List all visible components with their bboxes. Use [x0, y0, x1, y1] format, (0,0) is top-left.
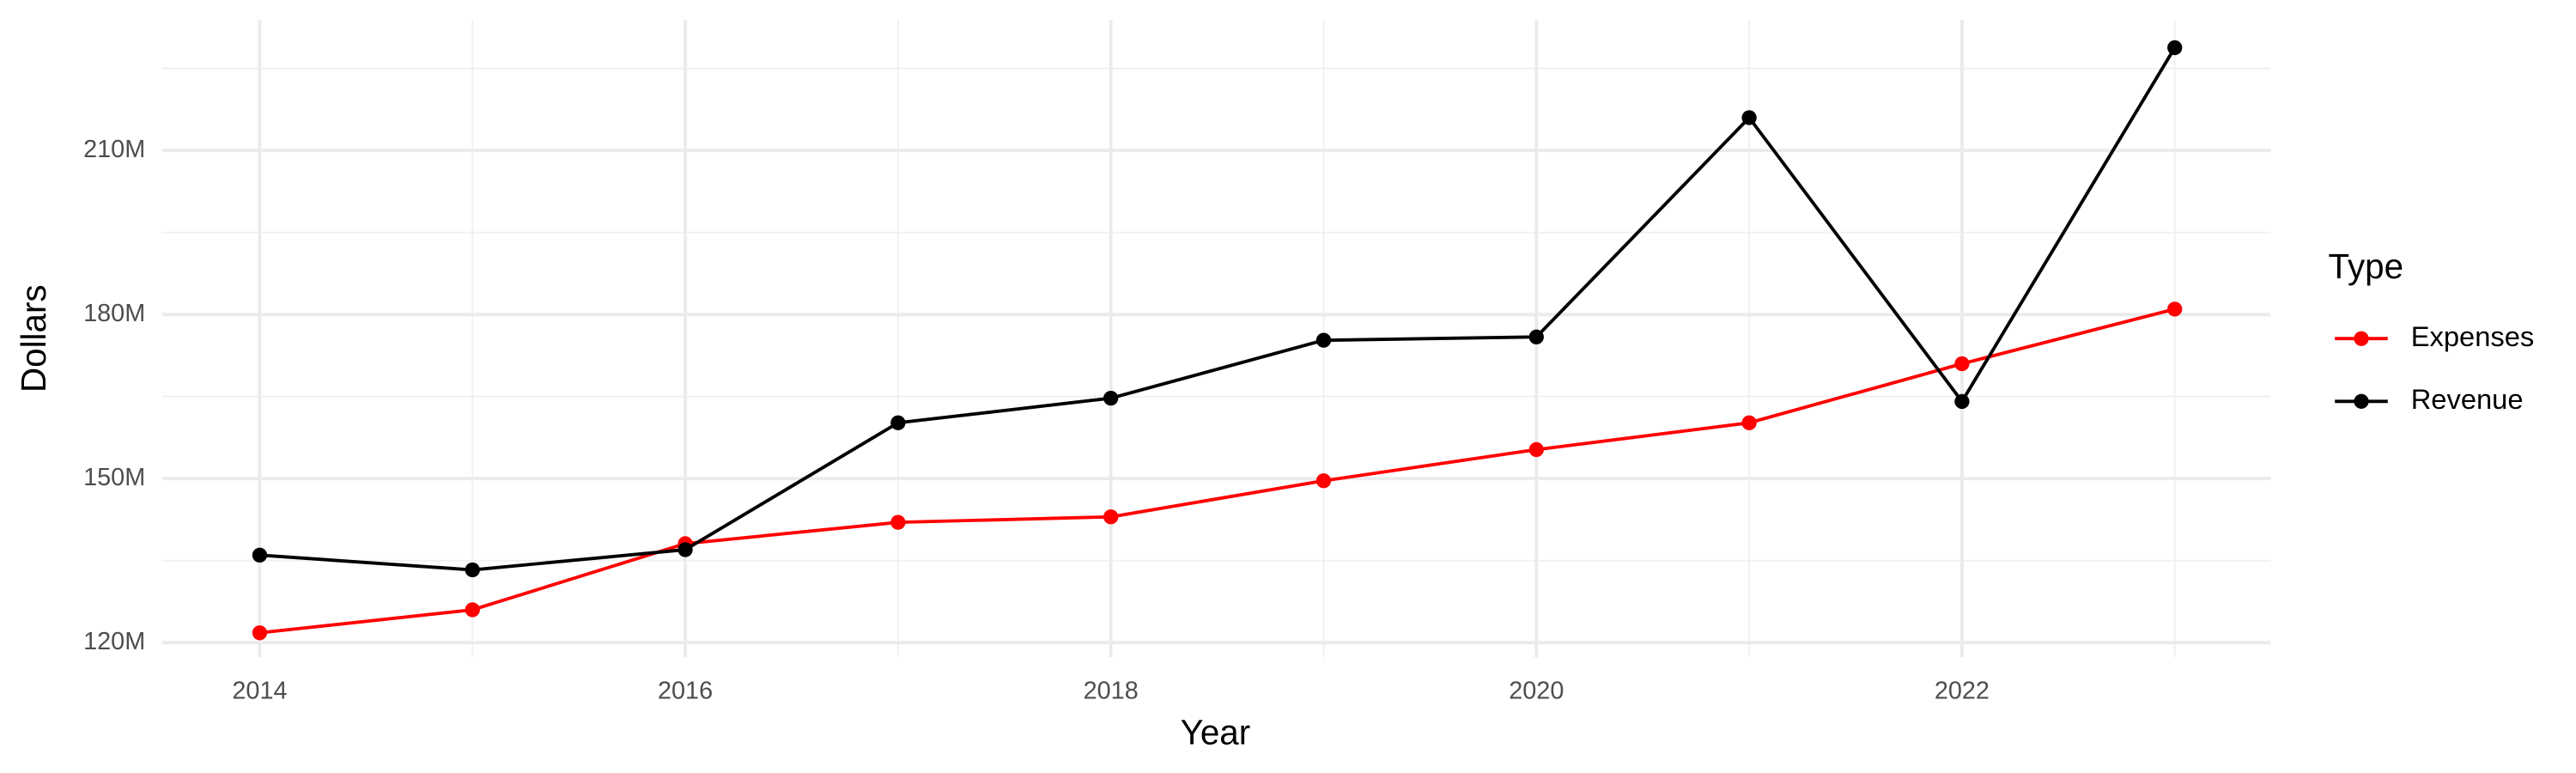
series-line [259, 46, 2177, 572]
x-tick-label: 2020 [1509, 677, 1564, 704]
data-point [252, 547, 268, 563]
y-axis-title: Dollars [14, 284, 53, 393]
data-point [1528, 329, 1544, 344]
y-tick-label: 120M [83, 628, 145, 655]
data-point [1741, 110, 1757, 125]
x-tick-label: 2022 [1935, 677, 1990, 704]
x-axis-title: Year [1181, 712, 1251, 752]
data-point [465, 562, 480, 578]
data-point [465, 602, 480, 618]
data-point [2167, 301, 2183, 317]
data-point [1741, 415, 1757, 430]
x-tick-label: 2014 [232, 677, 287, 704]
data-point [1528, 441, 1544, 458]
legend-label: Revenue [2411, 383, 2524, 415]
y-tick-label: 210M [83, 136, 145, 163]
y-tick-label: 180M [83, 300, 145, 327]
data-point [1315, 332, 1332, 348]
data-point [1954, 356, 1970, 372]
data-point [677, 542, 693, 557]
legend-label: Expenses [2411, 320, 2535, 352]
data-point [2167, 40, 2183, 56]
data-point [1954, 393, 1970, 410]
x-tick-label: 2016 [658, 677, 713, 704]
legend-key-point [2354, 393, 2369, 409]
y-tick-label: 150M [83, 464, 145, 491]
data-point [1103, 509, 1119, 525]
data-point [252, 625, 268, 641]
legend-title: Type [2329, 247, 2404, 286]
legend-key-point [2354, 331, 2369, 346]
data-point [890, 514, 906, 530]
data-point [890, 415, 906, 430]
x-tick-label: 2018 [1084, 677, 1139, 704]
data-point [1103, 390, 1119, 406]
data-point [1315, 473, 1332, 489]
series-line [259, 307, 2176, 635]
